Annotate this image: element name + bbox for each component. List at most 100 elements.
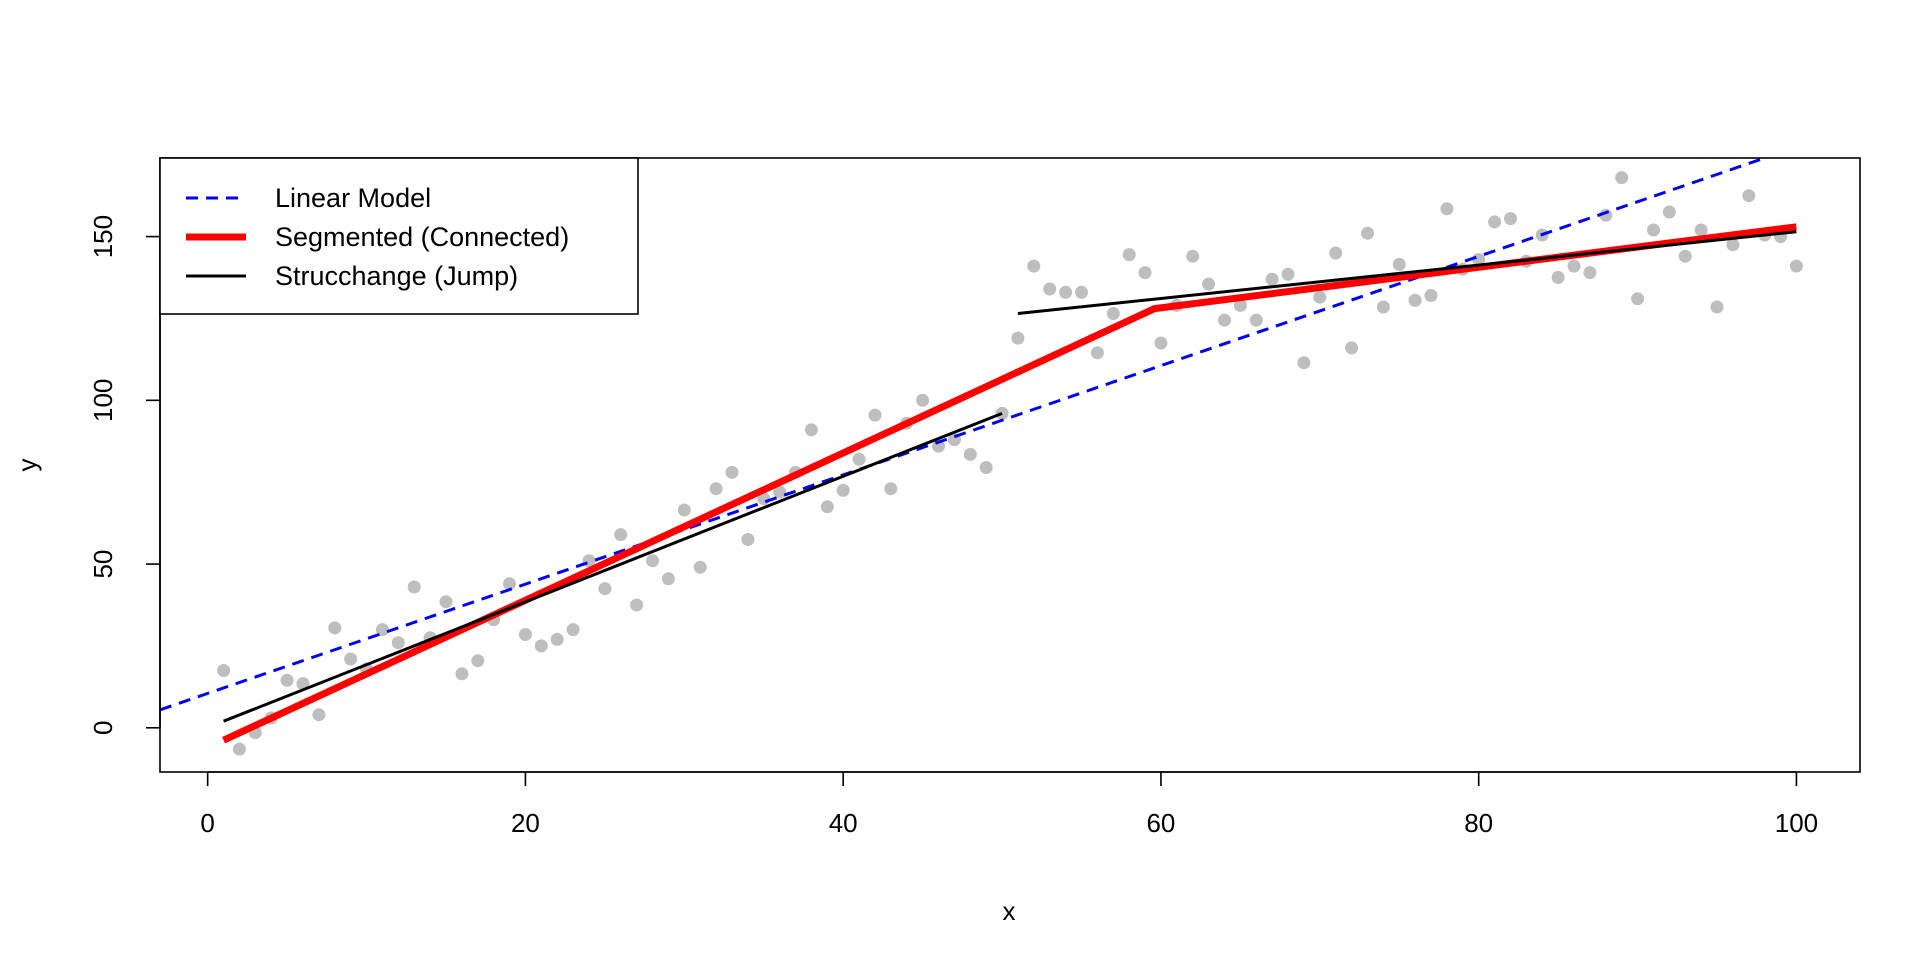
data-point <box>217 664 231 677</box>
data-point <box>391 636 405 650</box>
data-point <box>1583 266 1597 280</box>
x-tick-label: 20 <box>511 808 540 838</box>
data-point <box>1122 248 1136 262</box>
data-point <box>375 623 389 637</box>
data-point <box>1408 293 1422 307</box>
data-point <box>677 503 691 517</box>
data-point <box>1154 336 1168 350</box>
data-point <box>1106 307 1120 320</box>
y-tick-label: 50 <box>88 550 118 579</box>
data-point <box>344 652 358 666</box>
x-tick-label: 100 <box>1775 808 1818 838</box>
fitted-lines <box>160 158 1797 744</box>
data-point <box>1504 212 1517 226</box>
data-point <box>232 742 246 756</box>
linear-model-line <box>160 158 1766 712</box>
y-tick-label: 100 <box>88 379 118 422</box>
data-point <box>1233 298 1247 312</box>
data-point <box>916 393 930 407</box>
data-point <box>534 639 548 653</box>
data-point <box>1710 300 1724 314</box>
data-point <box>280 673 294 687</box>
data-point <box>820 500 834 514</box>
data-point <box>1345 341 1359 355</box>
data-point <box>1313 290 1327 304</box>
data-point <box>1202 277 1216 291</box>
data-point <box>439 595 453 609</box>
data-point <box>1392 257 1406 271</box>
data-point <box>932 439 945 453</box>
data-point <box>1551 271 1565 284</box>
data-point <box>598 582 612 596</box>
data-point <box>312 708 326 722</box>
data-point <box>1249 313 1263 327</box>
data-point <box>1186 249 1200 263</box>
strucchange-segment-1 <box>223 412 1003 723</box>
data-point <box>630 598 644 612</box>
legend: Linear Model Segmented (Connected) Struc… <box>159 157 639 315</box>
x-tick-label: 40 <box>829 808 858 838</box>
data-point <box>503 577 516 591</box>
data-point <box>963 447 977 461</box>
x-tick-label: 60 <box>1146 808 1175 838</box>
data-point <box>328 621 342 635</box>
data-point <box>614 528 628 542</box>
y-tick-label: 150 <box>88 215 118 258</box>
data-point <box>836 483 850 497</box>
data-point <box>1059 285 1073 299</box>
legend-label-segmented: Segmented (Connected) <box>275 222 569 252</box>
x-axis: 0 20 40 60 80 100 <box>200 771 1818 838</box>
data-point <box>1678 249 1692 263</box>
data-point <box>1027 259 1041 273</box>
data-point <box>773 485 787 499</box>
x-axis-label: x <box>1003 896 1016 926</box>
data-point <box>1488 215 1502 229</box>
data-point <box>1281 267 1295 281</box>
data-point <box>1567 259 1581 273</box>
data-point <box>566 623 580 637</box>
data-point <box>407 580 421 594</box>
data-point <box>455 667 469 681</box>
y-tick-label: 0 <box>88 721 118 735</box>
data-point <box>1726 238 1740 252</box>
y-axis-label: y <box>12 459 42 472</box>
data-point <box>709 482 723 496</box>
data-point <box>804 423 818 437</box>
data-point <box>1615 171 1629 185</box>
data-point <box>979 461 993 474</box>
data-point <box>1631 292 1645 306</box>
data-point <box>1011 331 1025 345</box>
data-point <box>1043 282 1057 296</box>
data-point <box>868 408 882 422</box>
data-point <box>1599 208 1613 222</box>
data-point <box>518 628 532 641</box>
data-point <box>1424 289 1438 302</box>
data-point <box>1662 205 1676 219</box>
data-point <box>296 677 310 691</box>
data-point <box>1361 226 1374 240</box>
x-tick-label: 80 <box>1464 808 1493 838</box>
data-point <box>646 554 659 568</box>
data-point <box>1376 300 1390 314</box>
data-point <box>471 654 485 668</box>
data-point <box>661 572 675 586</box>
y-axis: 0 50 100 150 <box>88 215 161 735</box>
data-point <box>550 632 564 646</box>
data-point <box>1218 313 1231 327</box>
data-point <box>1265 272 1279 286</box>
data-point <box>852 452 866 466</box>
data-point <box>1647 223 1660 237</box>
x-tick-label: 0 <box>200 808 214 838</box>
legend-label-linear-model: Linear Model <box>275 183 431 213</box>
data-point <box>1694 223 1708 237</box>
data-point <box>1138 266 1152 280</box>
legend-label-strucchange: Strucchange (Jump) <box>275 261 518 291</box>
data-point <box>1090 346 1104 360</box>
data-point <box>741 533 755 546</box>
data-point <box>1789 259 1803 273</box>
data-point <box>693 560 707 574</box>
data-point <box>725 465 739 479</box>
data-point <box>1440 202 1454 216</box>
data-point <box>1742 189 1756 203</box>
